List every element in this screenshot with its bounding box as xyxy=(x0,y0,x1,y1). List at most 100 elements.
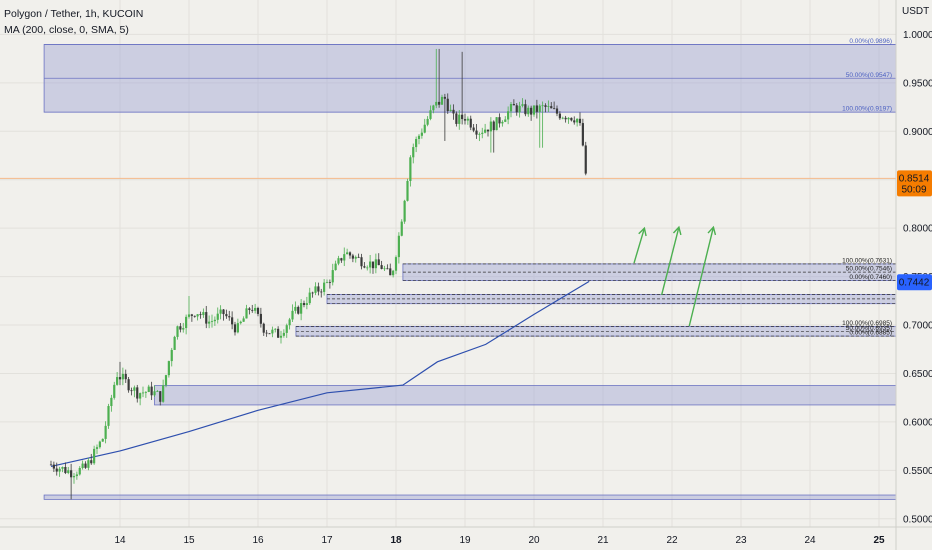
time-tick-label: 17 xyxy=(321,535,333,546)
candle-body xyxy=(245,308,248,319)
candle-body xyxy=(291,310,294,320)
candle-body xyxy=(541,105,544,107)
candle-body xyxy=(486,129,490,132)
candle-body xyxy=(107,406,110,426)
candle-body xyxy=(435,101,438,106)
candle-body xyxy=(371,261,375,269)
candle-body xyxy=(279,335,283,338)
candle-body xyxy=(95,447,99,449)
candle-body xyxy=(357,256,360,258)
cursor-price-badge xyxy=(897,274,932,291)
candle-body xyxy=(581,123,584,146)
price-tick-label: 0.7000 xyxy=(903,321,932,332)
time-tick-label: 20 xyxy=(528,535,540,546)
candle-body xyxy=(564,117,567,120)
candle-body xyxy=(268,333,271,335)
candle-body xyxy=(254,307,257,311)
fib-label: 0.00%(0.6885) xyxy=(849,330,892,337)
candle-body xyxy=(300,303,303,314)
candle-body xyxy=(248,308,251,310)
candle-body xyxy=(432,105,435,111)
candle-body xyxy=(187,314,191,317)
candle-body xyxy=(167,361,170,376)
candle-body xyxy=(294,306,297,311)
candle-body xyxy=(239,321,242,324)
candle-body xyxy=(547,106,550,107)
candle-body xyxy=(305,303,308,306)
fib-label: 100.00%(0.7631) xyxy=(842,257,892,264)
candle-body xyxy=(386,268,389,270)
candle-body xyxy=(228,316,231,318)
candle-body xyxy=(147,386,150,392)
candle-body xyxy=(446,98,449,112)
candle-body xyxy=(162,385,165,402)
candle-body xyxy=(256,307,260,314)
countdown-label: 50:09 xyxy=(901,184,926,195)
candle-body xyxy=(489,121,492,132)
candle-body xyxy=(113,384,116,398)
price-axis-unit: USDT xyxy=(902,6,929,17)
candle-body xyxy=(208,321,211,324)
candle-body xyxy=(397,235,400,258)
candle-body xyxy=(406,180,409,201)
candle-body xyxy=(535,105,538,112)
candle-body xyxy=(219,309,222,314)
candle-body xyxy=(199,314,202,316)
candle-body xyxy=(90,460,93,464)
candle-body xyxy=(498,117,501,124)
candle-body xyxy=(176,326,179,337)
zone-rect xyxy=(154,385,897,406)
candle-body xyxy=(403,200,406,222)
candle-body xyxy=(340,258,343,261)
candle-body xyxy=(415,138,418,148)
candle-body xyxy=(417,135,421,139)
time-tick-label: 16 xyxy=(252,535,264,546)
candle-body xyxy=(136,387,139,399)
candle-body xyxy=(61,466,64,469)
candle-body xyxy=(458,114,461,124)
candle-body xyxy=(87,460,90,468)
candle-body xyxy=(440,96,444,105)
candle-body xyxy=(394,257,398,271)
candle-body xyxy=(323,282,326,292)
candle-body xyxy=(110,397,113,407)
candle-body xyxy=(179,326,182,330)
candle-body xyxy=(348,252,352,256)
candle-body xyxy=(369,261,372,268)
arrow-head xyxy=(707,225,717,236)
price-tick-label: 0.8000 xyxy=(903,224,932,235)
fib-label: 100.00%(0.6985) xyxy=(842,320,892,327)
candle-body xyxy=(302,303,306,306)
candle-body xyxy=(383,268,386,270)
fib-labels: 0.00%(0.9896) 50.00%(0.9547) 100.00%(0.919… xyxy=(842,38,892,337)
candle-body xyxy=(55,468,58,472)
candle-body xyxy=(360,257,363,267)
candle-body xyxy=(58,468,61,472)
candle-body xyxy=(308,292,311,304)
candle-body xyxy=(351,255,354,259)
candle-body xyxy=(78,468,81,475)
candle-body xyxy=(426,118,429,125)
candle-body xyxy=(81,463,84,469)
candle-body xyxy=(118,377,122,380)
candle-body xyxy=(558,113,561,119)
candle-body xyxy=(412,147,415,158)
price-tick-label: 1.0000 xyxy=(903,30,932,41)
candle-body xyxy=(156,391,159,392)
candle-body xyxy=(331,270,334,283)
candle-body xyxy=(70,470,73,478)
candle-body xyxy=(285,325,288,333)
candle-body xyxy=(242,318,245,322)
candle-body xyxy=(512,104,515,106)
candle-body xyxy=(527,107,530,115)
candle-body xyxy=(213,319,216,322)
candle-body xyxy=(578,118,582,124)
candle-body xyxy=(116,377,119,385)
candle-body xyxy=(449,109,452,112)
candle-body xyxy=(354,256,357,259)
candle-body xyxy=(274,328,277,330)
candle-body xyxy=(374,259,377,269)
price-tick-label: 0.6500 xyxy=(903,369,932,380)
